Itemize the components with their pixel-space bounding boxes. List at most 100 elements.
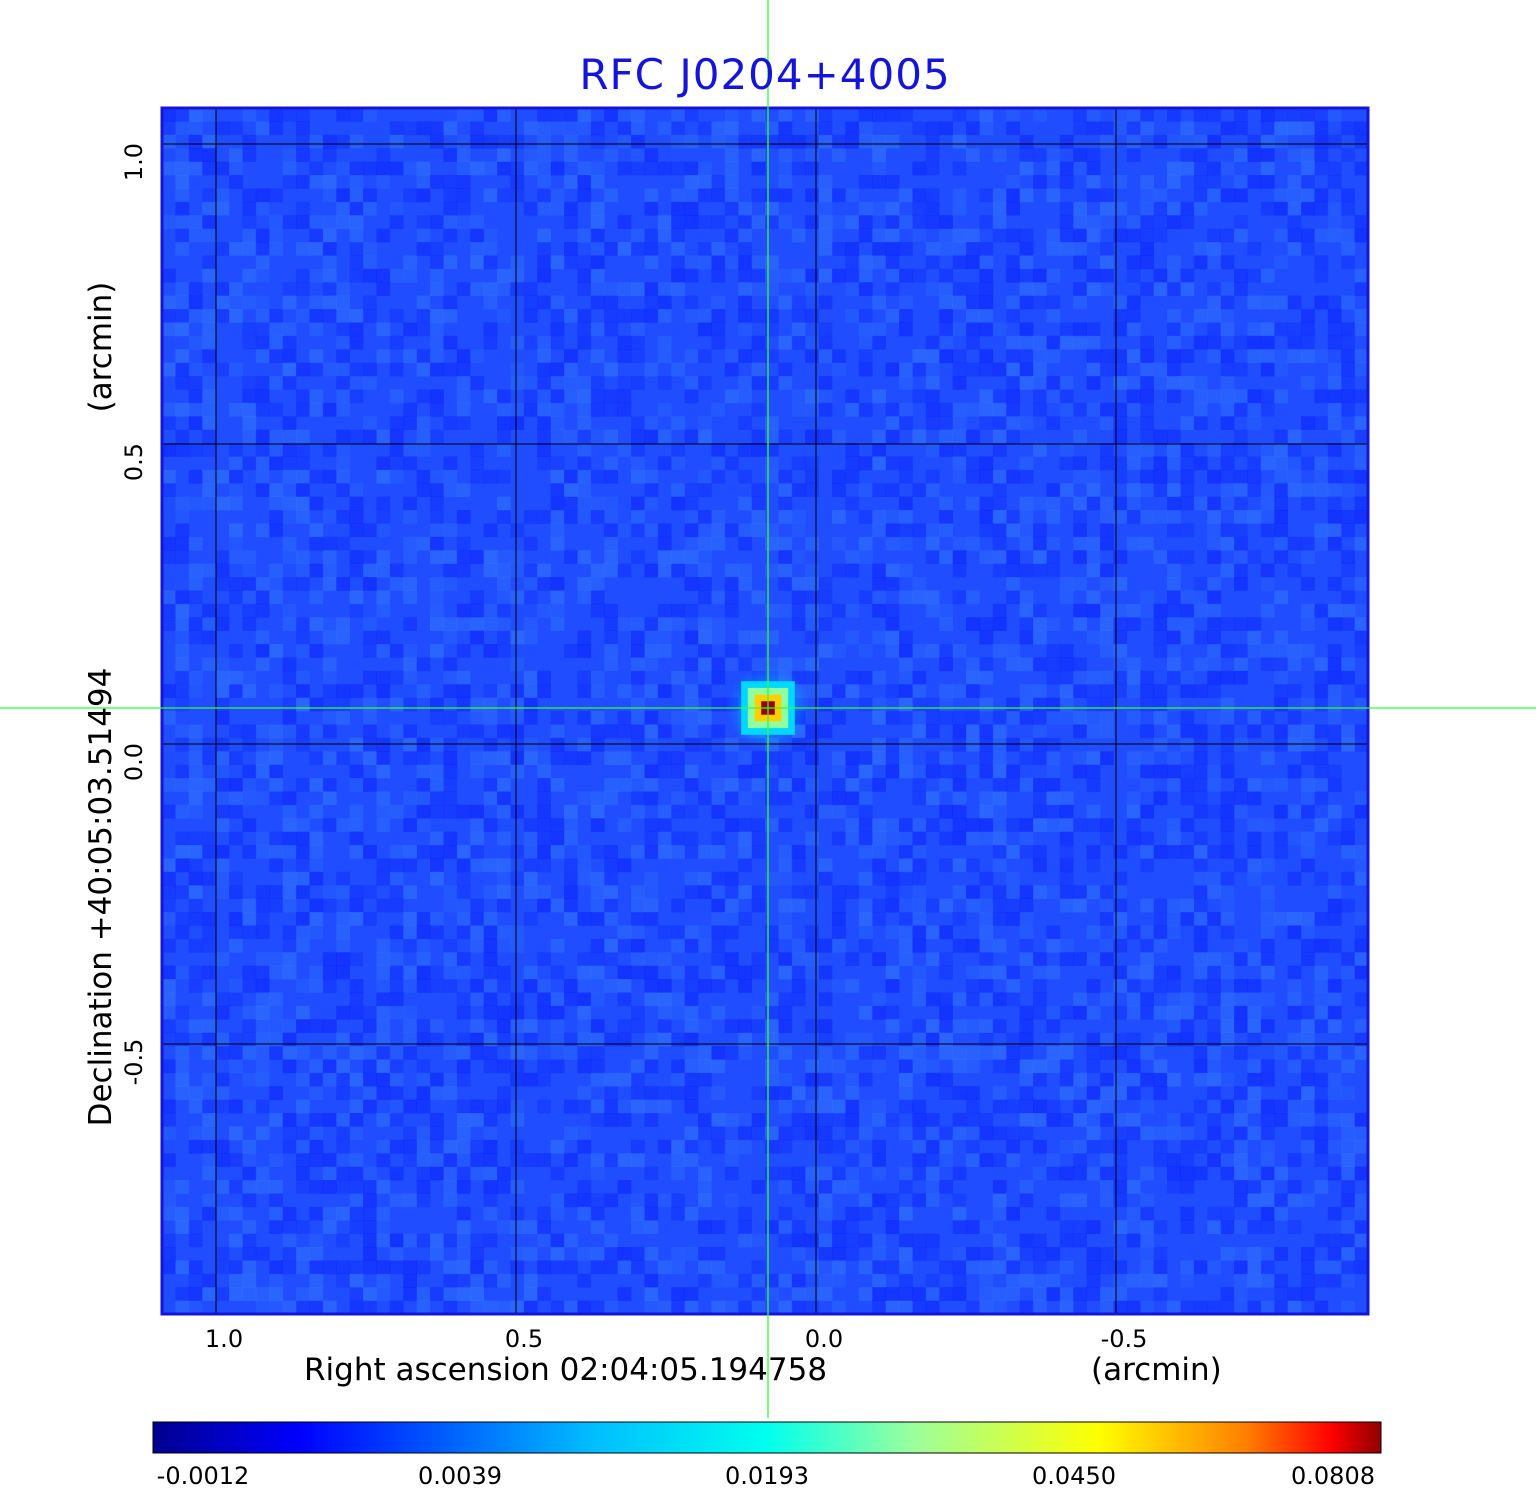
field-pixel (523, 965, 538, 980)
field-pixel (296, 563, 310, 578)
field-pixel (979, 1019, 994, 1033)
field-pixel (671, 845, 685, 859)
field-pixel (497, 389, 511, 404)
field-pixel (1126, 711, 1141, 725)
field-pixel (229, 295, 243, 310)
field-pixel (1033, 523, 1047, 538)
field-pixel (188, 670, 203, 685)
field-pixel (818, 175, 833, 189)
field-pixel (765, 443, 779, 457)
field-pixel (805, 389, 819, 404)
field-pixel (751, 778, 766, 792)
field-pixel (1046, 1153, 1061, 1167)
field-pixel (925, 711, 940, 725)
field-pixel (564, 1260, 578, 1275)
field-pixel (1167, 603, 1181, 618)
field-pixel (162, 443, 176, 457)
field-pixel (1167, 108, 1181, 122)
field-pixel (631, 429, 645, 444)
field-pixel (805, 268, 819, 283)
field-pixel (992, 992, 1007, 1007)
field-pixel (175, 697, 190, 712)
field-pixel (456, 684, 471, 698)
field-pixel (282, 804, 297, 819)
field-pixel (631, 617, 645, 631)
field-pixel (296, 309, 310, 323)
field-pixel (845, 389, 860, 404)
field-pixel (1354, 362, 1369, 377)
field-pixel (939, 764, 953, 779)
field-pixel (1113, 175, 1128, 189)
field-pixel (724, 228, 739, 243)
field-pixel (885, 617, 900, 631)
field-pixel (858, 1193, 873, 1208)
field-pixel (1073, 1287, 1087, 1301)
field-pixel (939, 644, 953, 658)
field-pixel (175, 161, 190, 176)
field-pixel (577, 670, 592, 685)
field-pixel (215, 1046, 230, 1060)
field-pixel (443, 657, 458, 672)
field-pixel (175, 201, 190, 216)
field-pixel (711, 804, 726, 819)
field-pixel (992, 523, 1007, 538)
field-pixel (1153, 1086, 1168, 1100)
field-pixel (939, 965, 953, 980)
field-pixel (1260, 523, 1275, 538)
field-pixel (1153, 469, 1168, 484)
field-pixel (523, 121, 538, 136)
field-pixel (872, 563, 886, 578)
field-pixel (470, 925, 484, 940)
field-pixel (430, 1113, 444, 1127)
field-pixel (698, 657, 712, 672)
field-pixel (1220, 402, 1235, 417)
field-pixel (1234, 536, 1248, 551)
field-pixel (255, 751, 270, 765)
field-pixel (966, 456, 980, 471)
field-pixel (1354, 1019, 1369, 1033)
field-pixel (336, 443, 350, 457)
field-pixel (1046, 1005, 1061, 1020)
field-pixel (336, 965, 350, 980)
field-pixel (1167, 992, 1181, 1007)
field-pixel (175, 657, 190, 672)
field-pixel (242, 108, 257, 122)
field-pixel (510, 1206, 525, 1221)
field-pixel (912, 349, 927, 363)
field-pixel (872, 335, 886, 350)
field-pixel (1327, 1166, 1342, 1181)
field-pixel (497, 644, 511, 658)
field-pixel (1301, 201, 1315, 216)
field-pixel (1153, 1260, 1168, 1275)
field-pixel (778, 1180, 793, 1194)
field-pixel (537, 563, 551, 578)
field-pixel (1059, 938, 1074, 953)
field-pixel (724, 737, 739, 752)
field-pixel (858, 1206, 873, 1221)
field-pixel (322, 563, 337, 578)
field-pixel (644, 1086, 659, 1100)
field-pixel (242, 242, 257, 256)
field-pixel (389, 577, 404, 591)
field-pixel (550, 416, 565, 430)
field-pixel (322, 791, 337, 806)
field-pixel (1006, 429, 1020, 444)
field-pixel (684, 389, 699, 404)
field-pixel (1100, 242, 1114, 256)
field-pixel (162, 469, 176, 484)
field-pixel (242, 1153, 257, 1167)
field-pixel (684, 1019, 699, 1033)
field-pixel (644, 429, 659, 444)
field-pixel (751, 845, 766, 859)
field-pixel (1073, 657, 1087, 672)
field-pixel (631, 1099, 645, 1114)
field-pixel (162, 1233, 176, 1248)
field-pixel (1019, 416, 1034, 430)
field-pixel (456, 1059, 471, 1074)
field-pixel (443, 1193, 458, 1208)
field-pixel (255, 577, 270, 591)
field-pixel (242, 1019, 257, 1033)
field-pixel (604, 1300, 618, 1315)
field-pixel (1140, 255, 1154, 270)
field-pixel (1126, 657, 1141, 672)
